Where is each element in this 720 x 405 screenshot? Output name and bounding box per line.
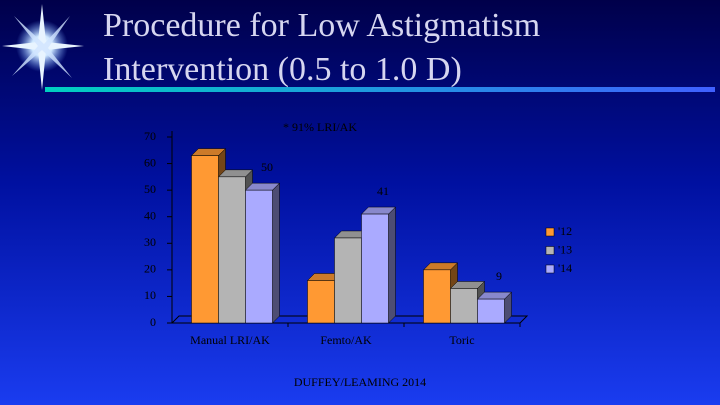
bar [245, 189, 273, 324]
bar [423, 269, 451, 324]
title-rule [45, 87, 715, 92]
y-tick-label: 50 [144, 182, 156, 196]
bar-side [272, 182, 280, 324]
bar-side [388, 206, 396, 324]
bar [334, 237, 362, 324]
y-tick-label: 60 [144, 155, 156, 169]
x-tick-label: Femto/AK [320, 333, 372, 347]
legend-label: '14 [558, 261, 572, 275]
x-tick-label: Manual LRI/AK [190, 333, 270, 347]
legend-swatch [545, 264, 555, 274]
legend-swatch [545, 227, 555, 237]
data-label: 50 [261, 160, 273, 174]
bar [307, 280, 335, 324]
source-note: DUFFEY/LEAMING 2014 [294, 375, 426, 389]
bar [361, 213, 389, 324]
data-label: 9 [496, 269, 502, 283]
y-tick-label: 40 [144, 208, 156, 222]
y-tick-label: 10 [144, 288, 156, 302]
y-tick-label: 30 [144, 235, 156, 249]
bar [450, 288, 478, 324]
y-tick-label: 20 [144, 262, 156, 276]
bar [218, 176, 246, 324]
legend-label: '12 [558, 224, 572, 238]
bar [191, 155, 219, 324]
y-tick-label: 0 [150, 315, 156, 329]
star-logo [2, 4, 84, 90]
data-label: 41 [377, 184, 389, 198]
legend-swatch [545, 246, 555, 255]
y-tick-label: 70 [144, 129, 156, 143]
x-tick-label: Toric [449, 333, 474, 347]
title: Procedure for Low Astigmatism Interventi… [103, 7, 541, 88]
bar [477, 298, 505, 324]
legend-label: '13 [558, 242, 572, 256]
annotation: * 91% LRI/AK [283, 120, 357, 134]
